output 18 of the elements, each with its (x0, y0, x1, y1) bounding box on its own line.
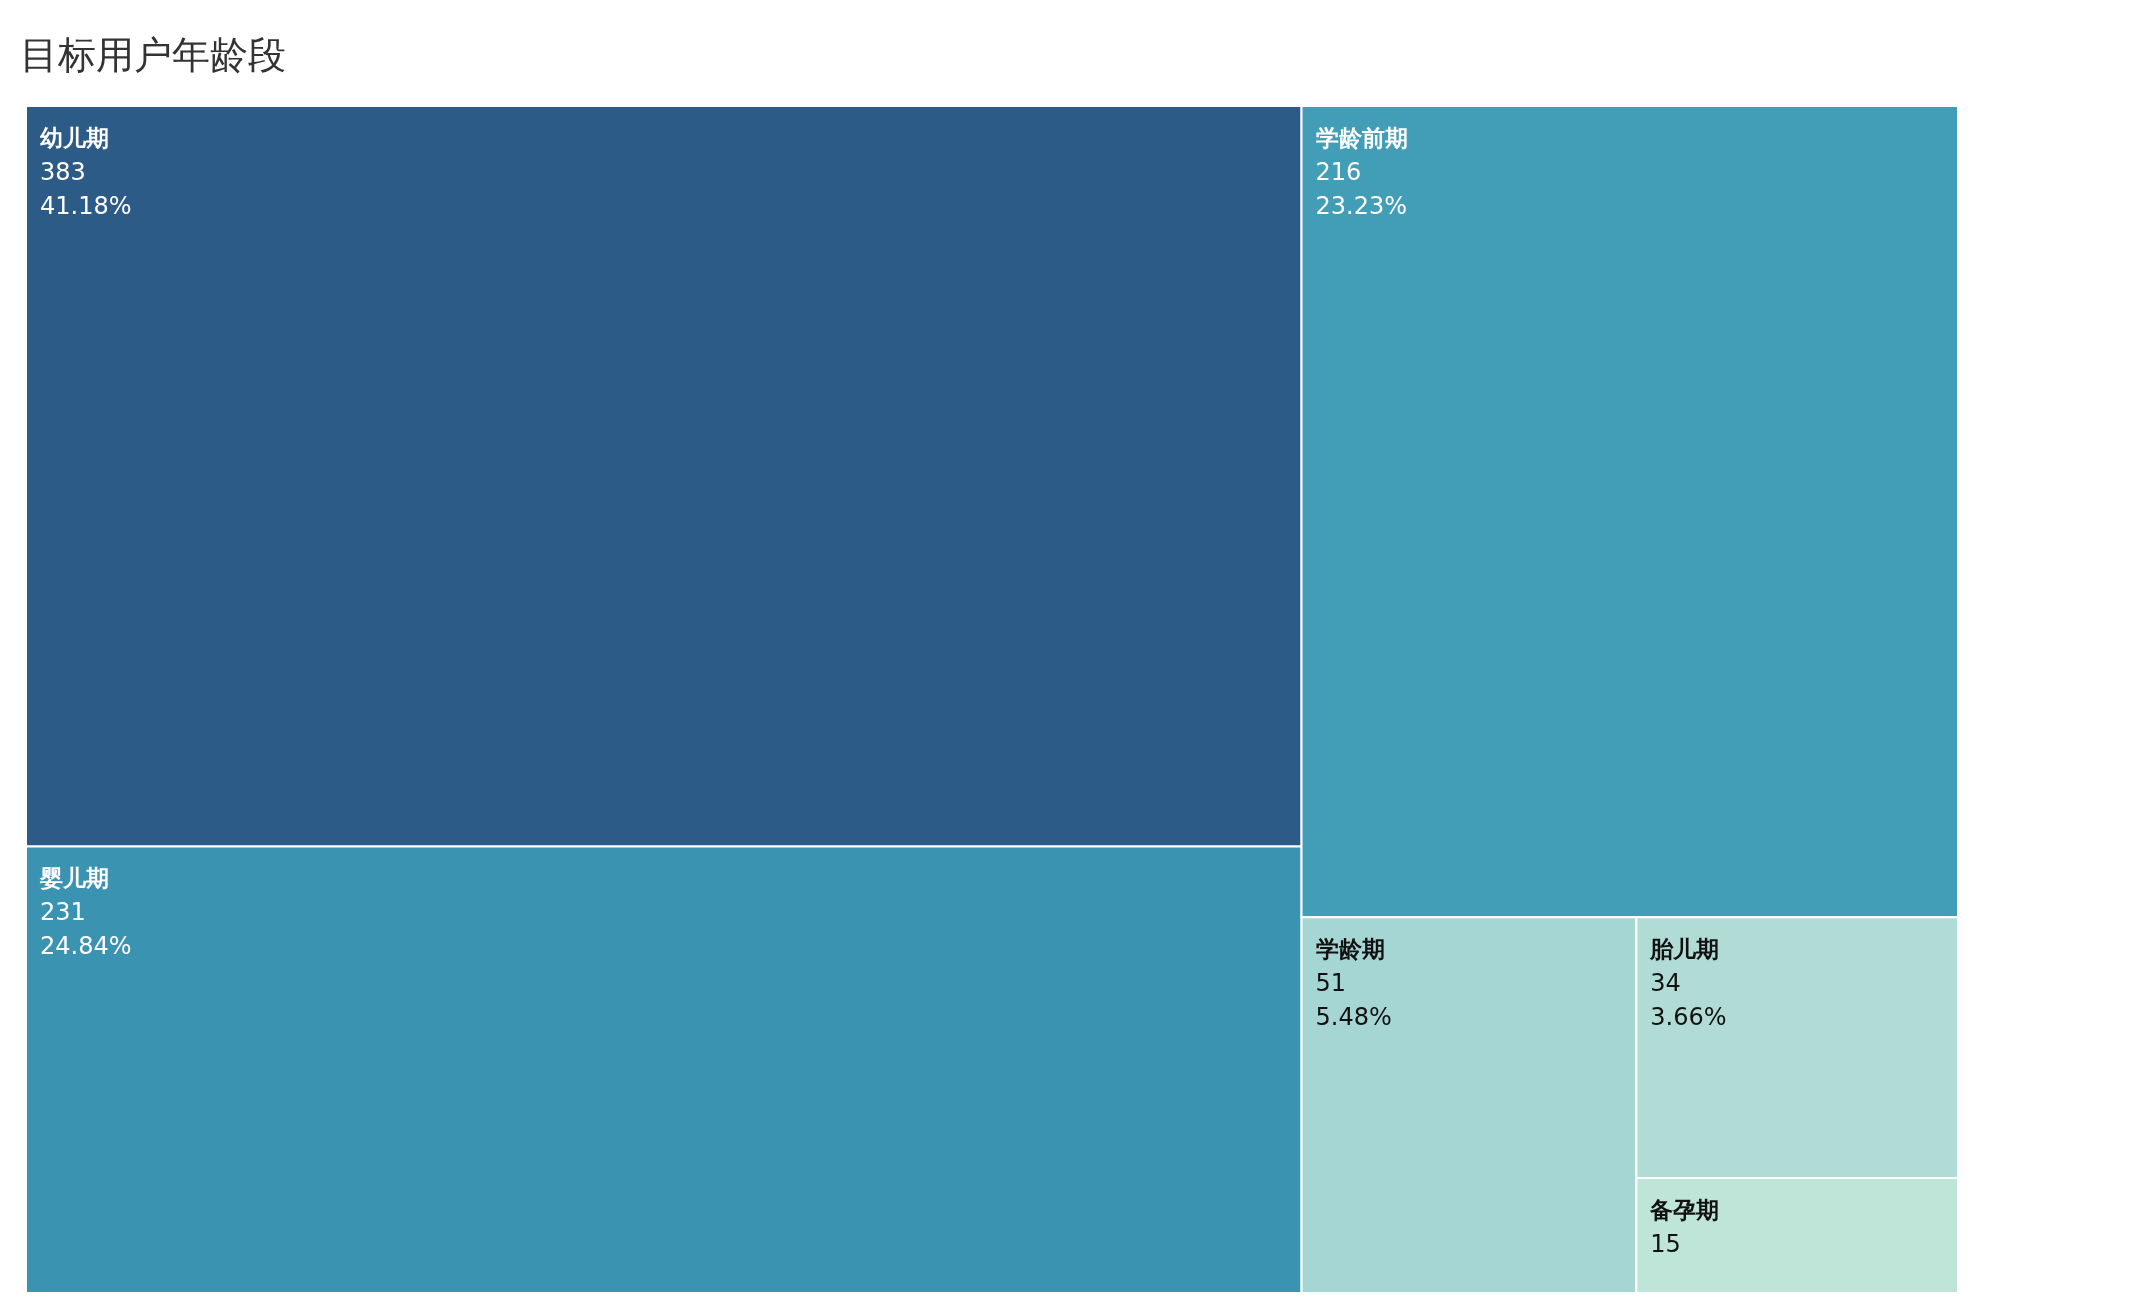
text: 5.48% (1315, 1003, 1392, 1032)
data-label: 51 (1315, 969, 1347, 998)
category-label: 胎儿期 (1649, 936, 1720, 963)
text: 41.18% (40, 192, 132, 220)
category-label: 备孕期 (1649, 1197, 1720, 1224)
text: 目标用户年龄段 (20, 33, 286, 77)
category-label: 学龄期 (1315, 936, 1385, 963)
category-label: 婴儿期 (39, 865, 109, 892)
category-label: 学龄前期 (1315, 125, 1408, 151)
data-label: 231 (40, 898, 86, 927)
data-label: 34 (1650, 969, 1681, 998)
category-label: 幼儿期 (40, 125, 109, 151)
text: 23.23% (1315, 192, 1408, 220)
text: 24.84% (40, 932, 132, 961)
data-label: 15 (1650, 1230, 1681, 1259)
data-label: 383 (40, 158, 86, 186)
text: 3.66% (1650, 1003, 1727, 1032)
data-label: 216 (1315, 158, 1362, 186)
